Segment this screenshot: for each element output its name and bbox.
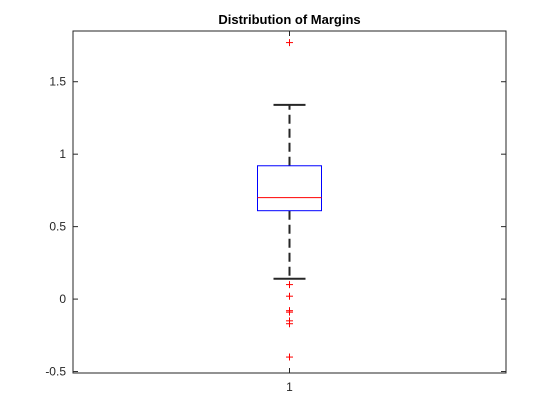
outlier-marker <box>286 308 293 316</box>
y-tick-label: 1 <box>59 147 66 161</box>
outlier-marker <box>286 292 293 300</box>
y-tick-label: 0 <box>59 292 66 306</box>
outlier-marker <box>286 353 293 361</box>
box <box>257 165 322 212</box>
plot-area <box>72 30 507 374</box>
y-tick-label: -0.5 <box>45 365 66 379</box>
y-tick-label: 0.5 <box>49 220 66 234</box>
outlier-marker <box>286 281 293 289</box>
x-tick-label: 1 <box>286 380 293 394</box>
outlier-marker <box>286 39 293 47</box>
outlier-marker <box>286 320 293 328</box>
y-tick-label: 1.5 <box>49 75 66 89</box>
chart-title: Distribution of Margins <box>218 12 360 27</box>
